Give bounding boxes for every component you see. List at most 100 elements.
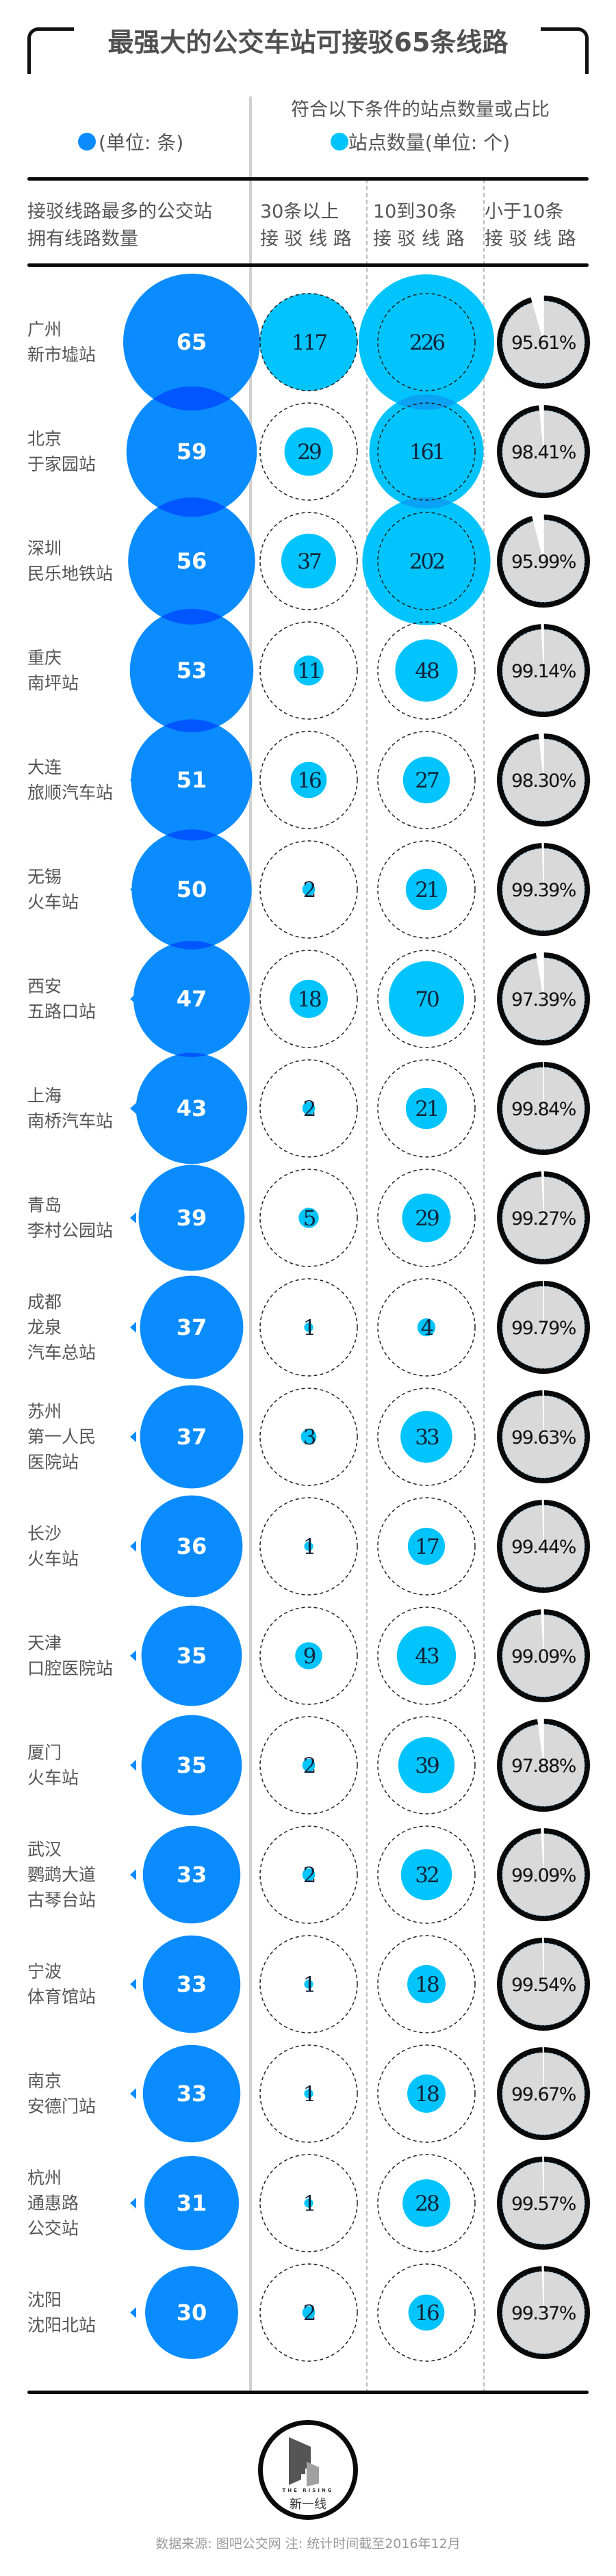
over30-value: 1: [303, 2082, 315, 2107]
under10-value: 99.44%: [511, 1537, 576, 1558]
over30-value: 2: [303, 1754, 315, 1778]
10to30-bubble: [400, 1411, 452, 1463]
10to30-bubble: [398, 1736, 455, 1794]
lines-bubble: [133, 940, 251, 1058]
reference-circle: [377, 1606, 476, 1705]
station-label: 大连 旅顺汽车站: [27, 757, 114, 803]
pointer-triangle-icon: [130, 665, 136, 676]
10to30-value: 27: [415, 768, 439, 793]
station-label: 沈阳 沈阳北站: [27, 2290, 97, 2335]
lines-bubble: [142, 2044, 241, 2143]
header-top-rule: [27, 177, 589, 181]
pointer-triangle-icon: [130, 446, 136, 457]
10to30-value: 70: [415, 987, 439, 1012]
10to30-value: 161: [409, 440, 444, 465]
over30-bubble: [302, 1758, 316, 1772]
station-label: 苏州 第一人民 医院站: [27, 1401, 97, 1472]
station-label: 上海 南桥汽车站: [27, 1086, 114, 1131]
under10-ring-gap: [538, 733, 543, 740]
reference-circle: [259, 402, 358, 501]
station-label: 西安 五路口站: [27, 976, 97, 1022]
pointer-triangle-icon: [130, 1650, 136, 1661]
10to30-bubble: [369, 394, 484, 509]
lines-bubble: [141, 1605, 242, 1706]
10to30-value: 202: [409, 549, 444, 574]
pointer-triangle-icon: [130, 1322, 136, 1333]
reference-circle: [377, 2263, 476, 2362]
pointer-triangle-icon: [130, 1431, 136, 1442]
legend-stations: 站点数量(单位: 个): [252, 128, 589, 155]
over30-bubble: [302, 1102, 316, 1115]
over30-bubble: [304, 1541, 313, 1551]
reference-circle: [377, 1169, 476, 1267]
lines-bubble: [129, 608, 254, 733]
lines-bubble: [136, 1052, 248, 1165]
10to30-value: 18: [415, 1973, 439, 1997]
lines-bubble: [142, 1935, 241, 2033]
over30-value: 3: [303, 1425, 316, 1450]
over30-value: 37: [297, 549, 321, 574]
over30-value: 16: [297, 768, 321, 793]
over30-value: 9: [303, 1644, 316, 1669]
reference-circle: [259, 840, 358, 939]
pointer-triangle-icon: [130, 1541, 136, 1552]
over30-value: 5: [303, 1206, 316, 1231]
reference-circle: [377, 293, 476, 391]
over30-value: 1: [303, 1973, 315, 1997]
10to30-bubble: [396, 1626, 457, 1686]
station-label: 青岛 李村公园站: [27, 1195, 114, 1240]
lines-bubble: [131, 719, 253, 841]
over30-value: 1: [303, 1316, 315, 1340]
over30-bubbles: [259, 293, 358, 2319]
lines-bubble: [131, 829, 252, 950]
10to30-bubbles: [359, 274, 494, 2331]
station-label: 重庆 南坪站: [27, 648, 79, 693]
station-label: 成都 龙泉 汽车总站: [27, 1292, 97, 1363]
under10-value: 99.09%: [511, 1646, 576, 1667]
over30-bubble: [259, 293, 358, 391]
under10-ring-gap: [535, 952, 543, 959]
reference-circle: [377, 1388, 476, 1486]
reference-circle: [377, 2044, 476, 2143]
reference-circle: [259, 1825, 358, 1924]
column-divider-dashed-1: [366, 179, 368, 2393]
under10-ring-gap: [539, 404, 543, 411]
lines-bubble: [144, 2155, 240, 2251]
under10-value: 99.39%: [511, 880, 576, 901]
reference-circle: [377, 1935, 476, 2033]
10to30-bubble: [417, 1318, 436, 1337]
over30-value: 2: [303, 1097, 315, 1121]
over30-value: 1: [303, 1535, 315, 1559]
10to30-value: 29: [415, 1206, 439, 1231]
station-label: 广州 新市墟站: [27, 320, 97, 365]
under10-pie-remainder: [541, 1834, 543, 1875]
pointer-triangle-icon: [130, 775, 136, 785]
reference-circle: [377, 1716, 476, 1814]
reference-circle: [259, 1059, 358, 1158]
reference-circle: [259, 1169, 358, 1267]
chart-title: 最强大的公交车站可接驳65条线路: [107, 27, 509, 57]
10to30-bubble: [407, 1527, 446, 1565]
under10-value: 97.39%: [511, 989, 576, 1011]
lines-value: 37: [177, 1424, 207, 1450]
table-bottom-rule: [27, 2391, 589, 2394]
legend-lines-label: (单位: 条): [99, 131, 184, 154]
under10-pie-remainder: [539, 739, 543, 780]
over30-bubble: [304, 2198, 313, 2208]
lines-value: 33: [177, 1971, 207, 1997]
lines-value: 33: [177, 1862, 207, 1888]
header-station-lines: 接驳线路最多的公交站 拥有线路数量: [27, 201, 212, 250]
reference-circle: [377, 1825, 476, 1924]
over30-value: 117: [292, 330, 326, 355]
station-label: 天津 口腔医院站: [27, 1633, 114, 1678]
reference-circle: [377, 840, 476, 939]
lines-value: 65: [177, 329, 207, 355]
logo: THE RISING 新一线: [258, 2420, 358, 2520]
10to30-bubble: [402, 2179, 450, 2227]
over30-bubble: [298, 1208, 319, 1228]
under10-value: 99.14%: [511, 661, 576, 682]
reference-circle: [259, 1606, 358, 1705]
station-label: 深圳 民乐地铁站: [27, 538, 114, 584]
header-bottom-rule: [27, 263, 589, 267]
under10-value: 99.09%: [511, 1865, 576, 1886]
